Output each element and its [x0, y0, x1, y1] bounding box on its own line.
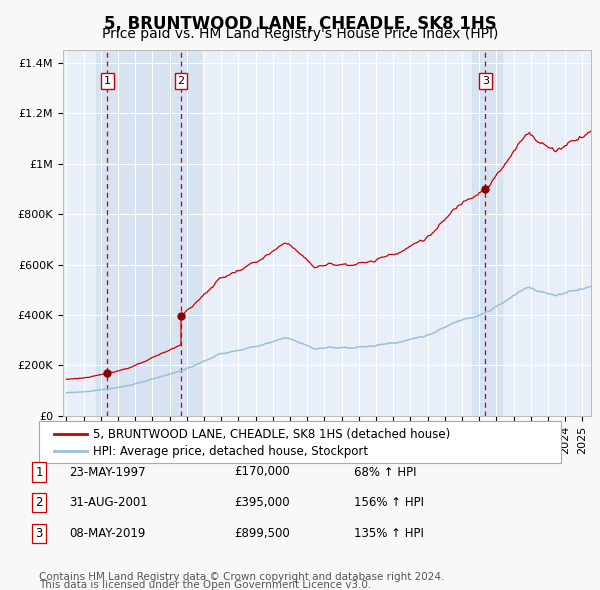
Text: Price paid vs. HM Land Registry's House Price Index (HPI): Price paid vs. HM Land Registry's House …: [102, 27, 498, 41]
Text: 3: 3: [482, 76, 489, 86]
Text: 135% ↑ HPI: 135% ↑ HPI: [354, 527, 424, 540]
Text: 156% ↑ HPI: 156% ↑ HPI: [354, 496, 424, 509]
Text: £170,000: £170,000: [234, 466, 290, 478]
Bar: [95, 50, 170, 416]
Text: 5, BRUNTWOOD LANE, CHEADLE, SK8 1HS: 5, BRUNTWOOD LANE, CHEADLE, SK8 1HS: [104, 15, 496, 33]
Text: £899,500: £899,500: [234, 527, 290, 540]
Text: Contains HM Land Registry data © Crown copyright and database right 2024.: Contains HM Land Registry data © Crown c…: [39, 572, 445, 582]
Text: 23-MAY-1997: 23-MAY-1997: [69, 466, 146, 478]
Text: 3: 3: [35, 527, 43, 540]
Text: 31-AUG-2001: 31-AUG-2001: [69, 496, 148, 509]
Text: £395,000: £395,000: [234, 496, 290, 509]
Bar: [472, 50, 502, 416]
Text: This data is licensed under the Open Government Licence v3.0.: This data is licensed under the Open Gov…: [39, 581, 371, 590]
Text: 1: 1: [35, 466, 43, 478]
Text: HPI: Average price, detached house, Stockport: HPI: Average price, detached house, Stoc…: [93, 445, 368, 458]
Text: 08-MAY-2019: 08-MAY-2019: [69, 527, 145, 540]
Bar: [170, 50, 200, 416]
Text: 2: 2: [35, 496, 43, 509]
Text: 2: 2: [178, 76, 185, 86]
Text: 1: 1: [104, 76, 111, 86]
Text: 68% ↑ HPI: 68% ↑ HPI: [354, 466, 416, 478]
Text: 5, BRUNTWOOD LANE, CHEADLE, SK8 1HS (detached house): 5, BRUNTWOOD LANE, CHEADLE, SK8 1HS (det…: [93, 428, 450, 441]
